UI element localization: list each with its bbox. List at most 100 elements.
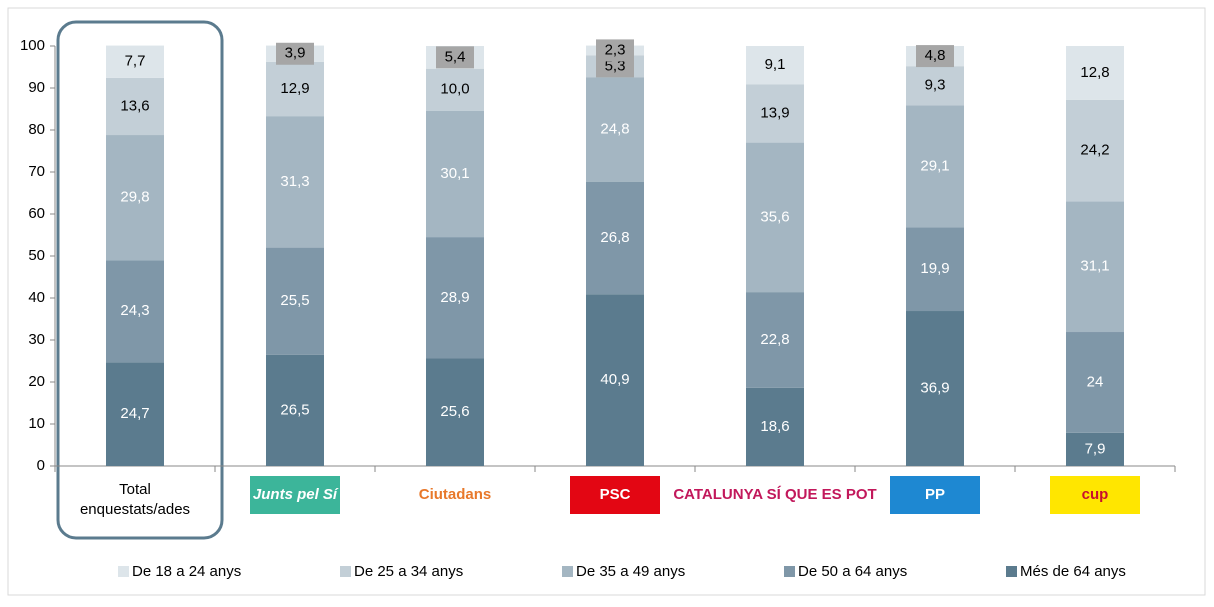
data-label: 28,9 xyxy=(440,289,469,306)
bar-segment xyxy=(106,362,164,466)
bar-segment xyxy=(106,260,164,363)
category-logo xyxy=(1050,476,1140,514)
x-tick-label: PSC xyxy=(600,486,631,503)
legend-label: De 25 a 34 anys xyxy=(354,563,463,580)
data-label: 24 xyxy=(1087,373,1104,390)
data-label: 31,3 xyxy=(280,173,309,190)
x-tick-label: PP xyxy=(925,486,945,503)
data-label: 13,9 xyxy=(760,104,789,121)
category-logo xyxy=(410,476,500,514)
y-tick-label: 50 xyxy=(28,247,45,264)
legend-label: De 18 a 24 anys xyxy=(132,563,241,580)
data-label: 24,8 xyxy=(600,121,629,138)
label-box xyxy=(916,45,954,68)
bar-segment xyxy=(426,237,484,359)
bar-segment xyxy=(906,311,964,466)
x-tick-label: CATALUNYA SÍ QUE ES POT xyxy=(673,486,876,503)
y-tick-label: 10 xyxy=(28,415,45,432)
data-label: 19,9 xyxy=(920,260,949,277)
y-tick-label: 70 xyxy=(28,163,45,180)
data-label: 26,5 xyxy=(280,401,309,418)
category-logo xyxy=(730,476,820,514)
y-tick-label: 0 xyxy=(37,457,45,474)
data-label: 9,3 xyxy=(925,77,946,94)
y-tick-label: 80 xyxy=(28,121,45,138)
category-logo xyxy=(250,476,340,514)
bar-segment xyxy=(1066,432,1124,466)
data-label: 25,6 xyxy=(440,403,469,420)
bar-segment xyxy=(746,46,804,85)
legend-swatch xyxy=(340,566,351,577)
bar-segment xyxy=(266,354,324,466)
data-label: 35,6 xyxy=(760,208,789,225)
bar-segment xyxy=(266,247,324,355)
data-label: 9,1 xyxy=(765,56,786,73)
y-tick-label: 90 xyxy=(28,79,45,96)
data-label: 18,6 xyxy=(760,418,789,435)
y-tick-label: 40 xyxy=(28,289,45,306)
bar-segment xyxy=(426,110,484,238)
x-tick-label: Total enquestats/ades xyxy=(80,481,190,518)
data-label: 7,7 xyxy=(125,53,146,70)
data-label: 36,9 xyxy=(920,379,949,396)
data-label: 5,4 xyxy=(445,48,466,65)
data-label: 5,3 xyxy=(605,57,626,74)
data-label: 4,8 xyxy=(925,47,946,64)
bar-segment xyxy=(106,135,164,261)
bar-segment xyxy=(746,387,804,466)
bar-segment xyxy=(266,116,324,248)
y-tick-label: 30 xyxy=(28,331,45,348)
data-label: 29,8 xyxy=(120,189,149,206)
y-tick-label: 100 xyxy=(20,37,45,54)
bar-segment xyxy=(1066,46,1124,100)
category-logo xyxy=(890,476,980,514)
data-label: 24,3 xyxy=(120,302,149,319)
bar-segment xyxy=(1066,99,1124,202)
data-label: 2,3 xyxy=(605,41,626,58)
bar-segment xyxy=(746,142,804,293)
x-tick-label: Junts pel Sí xyxy=(253,486,339,503)
bar-segment xyxy=(906,105,964,228)
data-label: 29,1 xyxy=(920,157,949,174)
category-logo xyxy=(570,476,660,514)
highlight-box xyxy=(56,20,224,540)
bar-segment xyxy=(1066,332,1124,433)
bar-segment xyxy=(586,294,644,466)
bar-segment xyxy=(266,61,324,117)
bar-segment xyxy=(746,292,804,388)
bar-segment xyxy=(1066,201,1124,333)
label-box xyxy=(276,42,314,65)
data-label: 30,1 xyxy=(440,165,469,182)
legend-swatch xyxy=(118,566,129,577)
frame xyxy=(7,7,1206,596)
data-label: 22,8 xyxy=(760,331,789,348)
data-label: 12,9 xyxy=(280,80,309,97)
x-tick-label: Ciutadans xyxy=(419,486,492,503)
y-tick-label: 20 xyxy=(28,373,45,390)
legend-label: De 35 a 49 anys xyxy=(576,563,685,580)
data-label: 24,2 xyxy=(1080,142,1109,159)
bar-segment xyxy=(106,77,164,136)
data-label: 7,9 xyxy=(1085,440,1106,457)
legend-swatch xyxy=(784,566,795,577)
data-label: 26,8 xyxy=(600,229,629,246)
bar-segment xyxy=(906,66,964,106)
bar-segment xyxy=(426,358,484,466)
data-label: 13,6 xyxy=(120,97,149,114)
legend-swatch xyxy=(562,566,573,577)
label-box xyxy=(596,39,634,62)
bar-segment xyxy=(586,77,644,182)
x-tick-label: cup xyxy=(1082,486,1109,503)
data-label: 31,1 xyxy=(1080,258,1109,275)
legend-swatch xyxy=(1006,566,1017,577)
legend-label: Més de 64 anys xyxy=(1020,563,1126,580)
data-label: 25,5 xyxy=(280,292,309,309)
data-label: 3,9 xyxy=(285,45,306,62)
bar-segment xyxy=(906,227,964,312)
data-label: 40,9 xyxy=(600,371,629,388)
data-label: 12,8 xyxy=(1080,64,1109,81)
label-box xyxy=(436,46,474,69)
bar-segment xyxy=(106,45,164,78)
bar-segment xyxy=(426,68,484,111)
